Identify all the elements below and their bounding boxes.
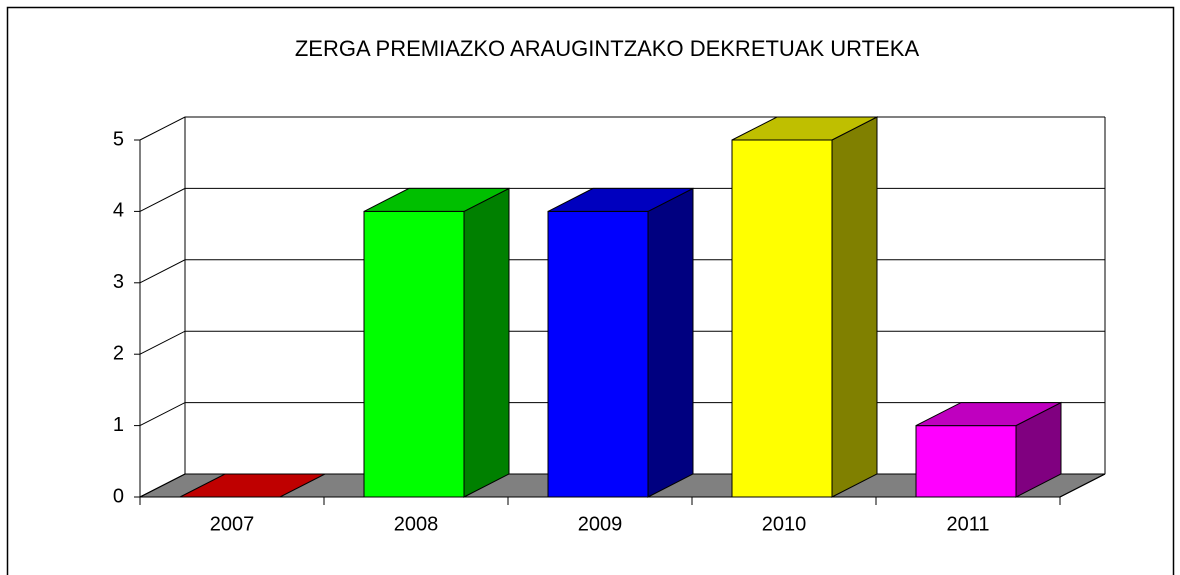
bar [547,187,694,498]
x-tick-label: 2011 [946,513,989,535]
frame [6,6,1175,575]
bar-top [731,116,878,141]
bar-top [363,187,510,212]
x-tick-label: 2010 [762,513,807,535]
y-tick-label: 0 [113,485,124,507]
x-tick-label: 2009 [578,513,623,535]
bar-top [547,187,694,212]
bar-side [831,116,878,498]
bar-side [647,187,694,498]
floor-right-edge [1059,473,1106,498]
bar-front [915,425,1017,498]
bar-front [731,139,833,498]
bar [179,473,326,498]
bar [731,116,878,498]
bar-side [463,187,510,498]
bar-top [915,402,1062,427]
bar [915,401,1062,498]
bar-top [179,473,326,498]
y-tick-label: 3 [113,271,124,293]
x-tick-label: 2007 [210,513,255,535]
x-tick-label: 2008 [394,513,439,535]
y-tick-label: 5 [113,128,124,150]
bar-front [363,210,465,498]
bar-front [547,210,649,498]
y-tick-label: 1 [113,414,124,436]
y-tick-label: 4 [113,200,124,222]
bar [363,187,510,498]
y-tick-label: 2 [113,342,124,364]
chart-title: ZERGA PREMIAZKO ARAUGINTZAKO DEKRETUAK U… [295,36,920,61]
